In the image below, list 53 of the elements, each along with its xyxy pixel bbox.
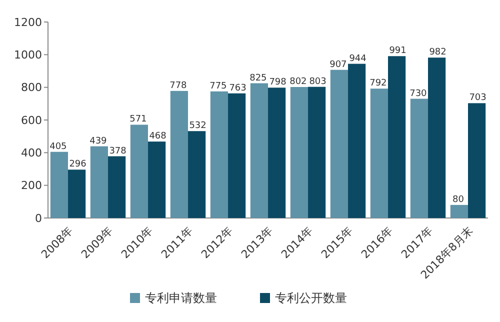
data-label: 468 [149, 132, 167, 142]
y-tick-label: 400 [21, 146, 42, 160]
y-tick-label: 1200 [14, 16, 42, 29]
data-label: 763 [229, 83, 246, 94]
bar [50, 152, 68, 218]
bar [410, 98, 428, 218]
bar [348, 64, 366, 218]
bar [90, 146, 108, 218]
bar [68, 170, 86, 218]
data-label: 778 [170, 80, 188, 91]
data-label: 730 [410, 88, 428, 99]
data-label: 775 [210, 81, 227, 92]
data-label: 907 [330, 60, 347, 70]
data-label: 439 [90, 136, 108, 146]
bar [188, 131, 206, 218]
bar [450, 204, 468, 218]
y-tick-label: 0 [35, 212, 42, 225]
data-label: 944 [349, 54, 367, 64]
bar [250, 83, 268, 218]
data-label: 825 [250, 73, 267, 84]
legend-label: 专利申请数量 [145, 291, 217, 305]
bar [130, 124, 148, 218]
bar [308, 86, 326, 218]
data-label: 982 [429, 48, 446, 58]
y-tick-label: 800 [21, 81, 42, 94]
y-tick-label: 1000 [14, 48, 42, 62]
bar [468, 103, 486, 218]
data-label: 378 [109, 146, 127, 156]
bar [108, 156, 126, 218]
bar [170, 90, 188, 218]
data-label: 703 [469, 93, 486, 104]
data-label: 405 [50, 142, 67, 152]
y-tick-label: 600 [21, 114, 42, 127]
data-label: 991 [389, 46, 406, 56]
data-label: 802 [290, 77, 307, 88]
data-label: 803 [309, 76, 326, 87]
bar [370, 88, 388, 218]
data-label: 798 [269, 78, 287, 88]
bar [210, 91, 228, 218]
bar [428, 58, 446, 218]
legend-label: 专利公开数量 [275, 291, 347, 305]
y-tick-label: 200 [21, 179, 42, 192]
bar [330, 70, 348, 218]
data-label: 296 [69, 160, 87, 170]
data-label: 571 [130, 114, 147, 125]
data-label: 532 [189, 121, 206, 132]
data-label: 80 [452, 194, 464, 205]
bar [290, 87, 308, 218]
bar [228, 93, 246, 218]
bar [268, 88, 286, 218]
data-label: 792 [370, 78, 387, 89]
bar [148, 142, 166, 218]
bar [388, 56, 406, 218]
